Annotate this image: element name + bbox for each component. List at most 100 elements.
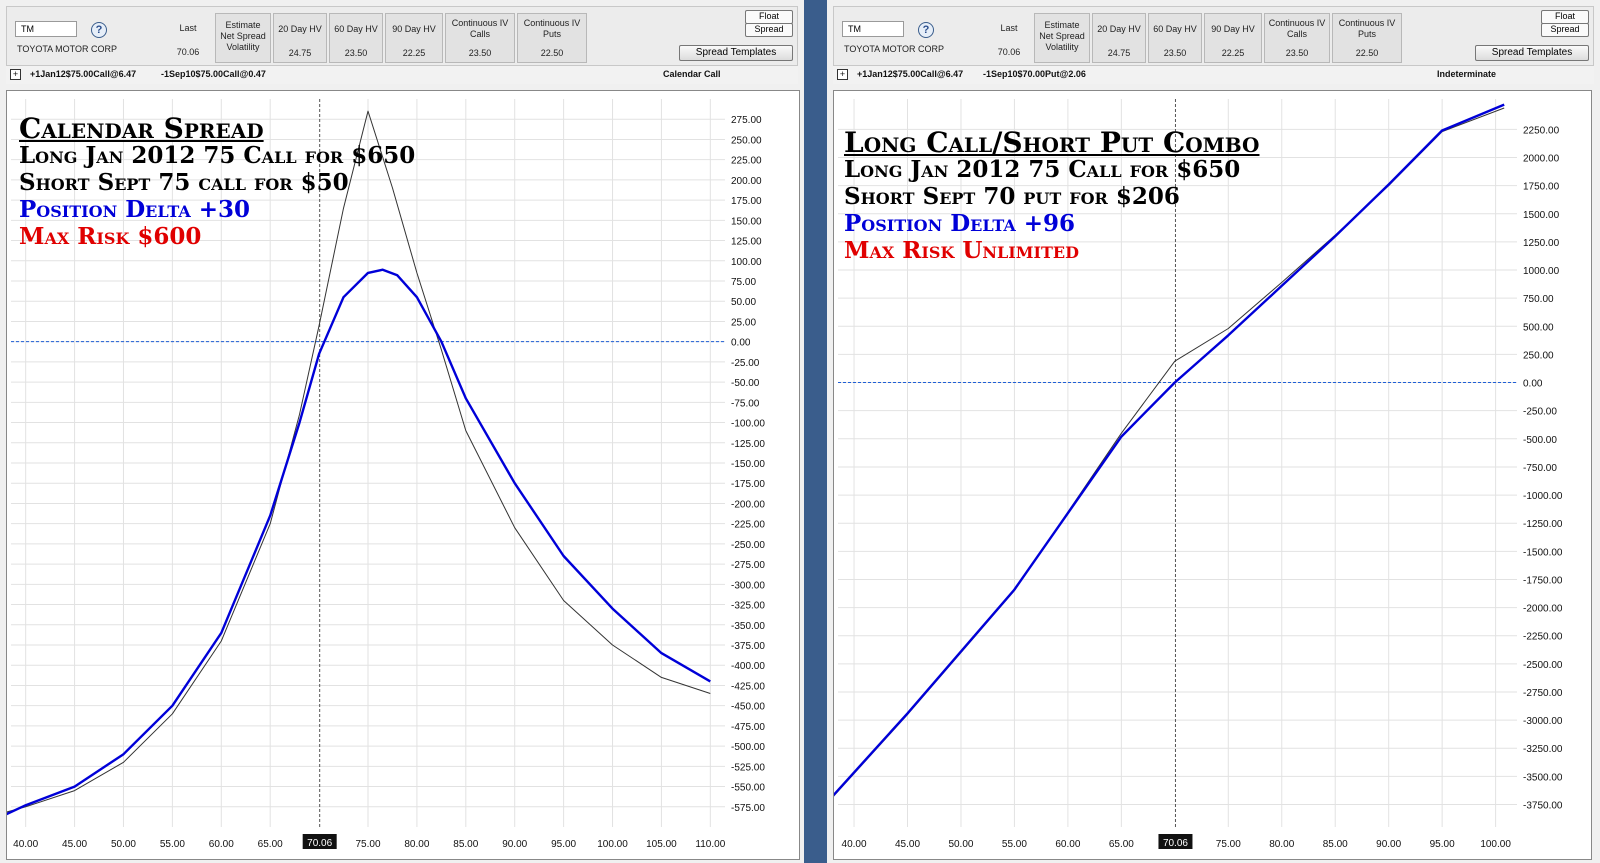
x-tick-label: 60.00 [209, 839, 234, 850]
x-tick-label: 40.00 [842, 839, 867, 850]
y-tick-label: 100.00 [731, 257, 762, 268]
annotation-line-2: Short Sept 70 put for $206 [844, 183, 1180, 210]
x-tick-label: 55.00 [160, 839, 185, 850]
y-tick-label: -50.00 [731, 378, 760, 389]
y-tick-label: -275.00 [731, 560, 765, 571]
y-tick-label: -2500.00 [1523, 660, 1563, 671]
y-tick-label: -25.00 [731, 358, 760, 369]
annotation-max-risk: Max Risk $600 [19, 223, 202, 250]
x-tick-label: 80.00 [1269, 839, 1294, 850]
left-analysis-panel: TM ? TOYOTA MOTOR CORP Last 70.06 Estima… [0, 0, 811, 863]
right-payoff-chart: 40.00 45.00 50.00 55.00 60.00 65.00 75.00 80.00… [833, 90, 1592, 860]
y-tick-label: -100.00 [731, 419, 765, 430]
annotation-title: Calendar Spread [19, 112, 264, 145]
stat-90-day-hv: 90 Day HV 22.25 [385, 13, 443, 63]
expand-icon[interactable]: + [10, 69, 21, 80]
y-tick-label: -300.00 [731, 580, 765, 591]
stat-iv-calls: Continuous IV Calls 23.50 [1264, 13, 1330, 63]
y-tick-label: -525.00 [731, 762, 765, 773]
stat-net-spread-vol[interactable]: Estimate Net Spread Volatility [215, 13, 271, 63]
y-tick-label: -3000.00 [1523, 716, 1563, 727]
stat-last: Last 70.06 [176, 22, 200, 58]
today-payoff-line [7, 268, 711, 816]
right-header: TM ? TOYOTA MOTOR CORP Last 70.06 Estima… [833, 6, 1594, 66]
annotation-delta: Position Delta +30 [19, 196, 251, 223]
y-tick-label: -175.00 [731, 479, 765, 490]
spread-templates-button[interactable]: Spread Templates [1475, 45, 1589, 61]
x-tick-label: 50.00 [948, 839, 973, 850]
current-price-marker [302, 834, 337, 849]
stat-last: Last 70.06 [997, 22, 1021, 58]
right-legs-bar: + +1Jan12$75.00Call@6.47 -1Sep10$70.00Pu… [833, 66, 1594, 84]
symbol-input[interactable]: TM [15, 21, 77, 37]
x-tick-label: 85.00 [453, 839, 478, 850]
spread-button[interactable]: Spread [1541, 23, 1589, 37]
float-button[interactable]: Float [1541, 10, 1589, 24]
x-tick-label: 75.00 [1216, 839, 1241, 850]
y-tick-label: 1500.00 [1523, 210, 1560, 221]
help-icon[interactable]: ? [91, 22, 107, 38]
stat-20-day-hv: 20 Day HV 24.75 [1092, 13, 1146, 63]
y-tick-label: 250.00 [1523, 350, 1554, 361]
company-name: TOYOTA MOTOR CORP [17, 44, 118, 54]
x-tick-label: 105.00 [646, 839, 677, 850]
x-tick-label: 95.00 [1430, 839, 1455, 850]
annotation-title: Long Call/Short Put Combo [844, 126, 1260, 159]
annotation-delta: Position Delta +96 [844, 210, 1076, 237]
x-tick-label: 65.00 [1109, 839, 1134, 850]
y-tick-label: 0.00 [731, 338, 751, 349]
company-name: TOYOTA MOTOR CORP [844, 44, 945, 54]
x-tick-label: 60.00 [1055, 839, 1080, 850]
y-tick-label: -3500.00 [1523, 772, 1563, 783]
x-tick-label: 90.00 [1376, 839, 1401, 850]
y-tick-label: 2250.00 [1523, 125, 1560, 136]
y-tick-label: 150.00 [731, 216, 762, 227]
y-tick-label: -2750.00 [1523, 688, 1563, 699]
y-tick-label: -425.00 [731, 681, 765, 692]
y-tick-label: 1750.00 [1523, 182, 1560, 193]
expand-icon[interactable]: + [837, 69, 848, 80]
y-tick-label: 175.00 [731, 196, 762, 207]
spread-button[interactable]: Spread [745, 23, 793, 37]
float-button[interactable]: Float [745, 10, 793, 24]
symbol-input[interactable]: TM [842, 21, 904, 37]
y-tick-label: -2250.00 [1523, 632, 1563, 643]
x-tick-label: 100.00 [1480, 839, 1511, 850]
x-tick-label: 45.00 [895, 839, 920, 850]
right-payoff-svg: 40.00 45.00 50.00 55.00 60.00 65.00 75.00 80.00… [834, 99, 1563, 850]
stat-60-day-hv: 60 Day HV 23.50 [329, 13, 383, 63]
y-tick-label: -75.00 [731, 398, 760, 409]
stat-net-spread-vol[interactable]: Estimate Net Spread Volatility [1034, 13, 1090, 63]
leg-2: -1Sep10$75.00Call@0.47 [161, 69, 266, 79]
y-tick-label: -575.00 [731, 803, 765, 814]
y-tick-label: -500.00 [1523, 435, 1557, 446]
x-tick-label: 100.00 [597, 839, 628, 850]
annotation-line-1: Long Jan 2012 75 Call for $650 [19, 142, 416, 169]
right-chart-annotation: Long Call/Short Put Combo Long Jan 2012 … [844, 126, 1260, 265]
y-tick-label: -150.00 [731, 459, 765, 470]
leg-1: +1Jan12$75.00Call@6.47 [30, 69, 137, 79]
y-tick-label: -2000.00 [1523, 604, 1563, 615]
y-tick-label: 1250.00 [1523, 238, 1560, 249]
current-price-label: 70.06 [307, 838, 332, 849]
y-tick-label: 25.00 [731, 317, 756, 328]
expiration-payoff-line [7, 110, 711, 813]
y-tick-label: 1000.00 [1523, 266, 1560, 277]
y-tick-label: -225.00 [731, 520, 765, 531]
y-tick-label: -400.00 [731, 661, 765, 672]
help-icon[interactable]: ? [918, 22, 934, 38]
current-price-marker [1158, 834, 1193, 849]
y-tick-label: -1750.00 [1523, 575, 1563, 586]
stat-60-day-hv: 60 Day HV 23.50 [1148, 13, 1202, 63]
annotation-max-risk: Max Risk Unlimited [844, 237, 1079, 264]
right-analysis-panel: TM ? TOYOTA MOTOR CORP Last 70.06 Estima… [827, 0, 1600, 863]
y-tick-label: 2000.00 [1523, 154, 1560, 165]
x-tick-label: 65.00 [258, 839, 283, 850]
y-tick-label: -125.00 [731, 439, 765, 450]
y-tick-label: 250.00 [731, 135, 762, 146]
x-tick-label: 95.00 [551, 839, 576, 850]
left-chart-annotation: Calendar Spread Long Jan 2012 75 Call fo… [19, 112, 416, 251]
spread-templates-button[interactable]: Spread Templates [679, 45, 793, 61]
left-payoff-svg: 40.00 45.00 50.00 55.00 60.00 65.00 75.00 80.00… [7, 99, 765, 850]
y-tick-label: -500.00 [731, 742, 765, 753]
